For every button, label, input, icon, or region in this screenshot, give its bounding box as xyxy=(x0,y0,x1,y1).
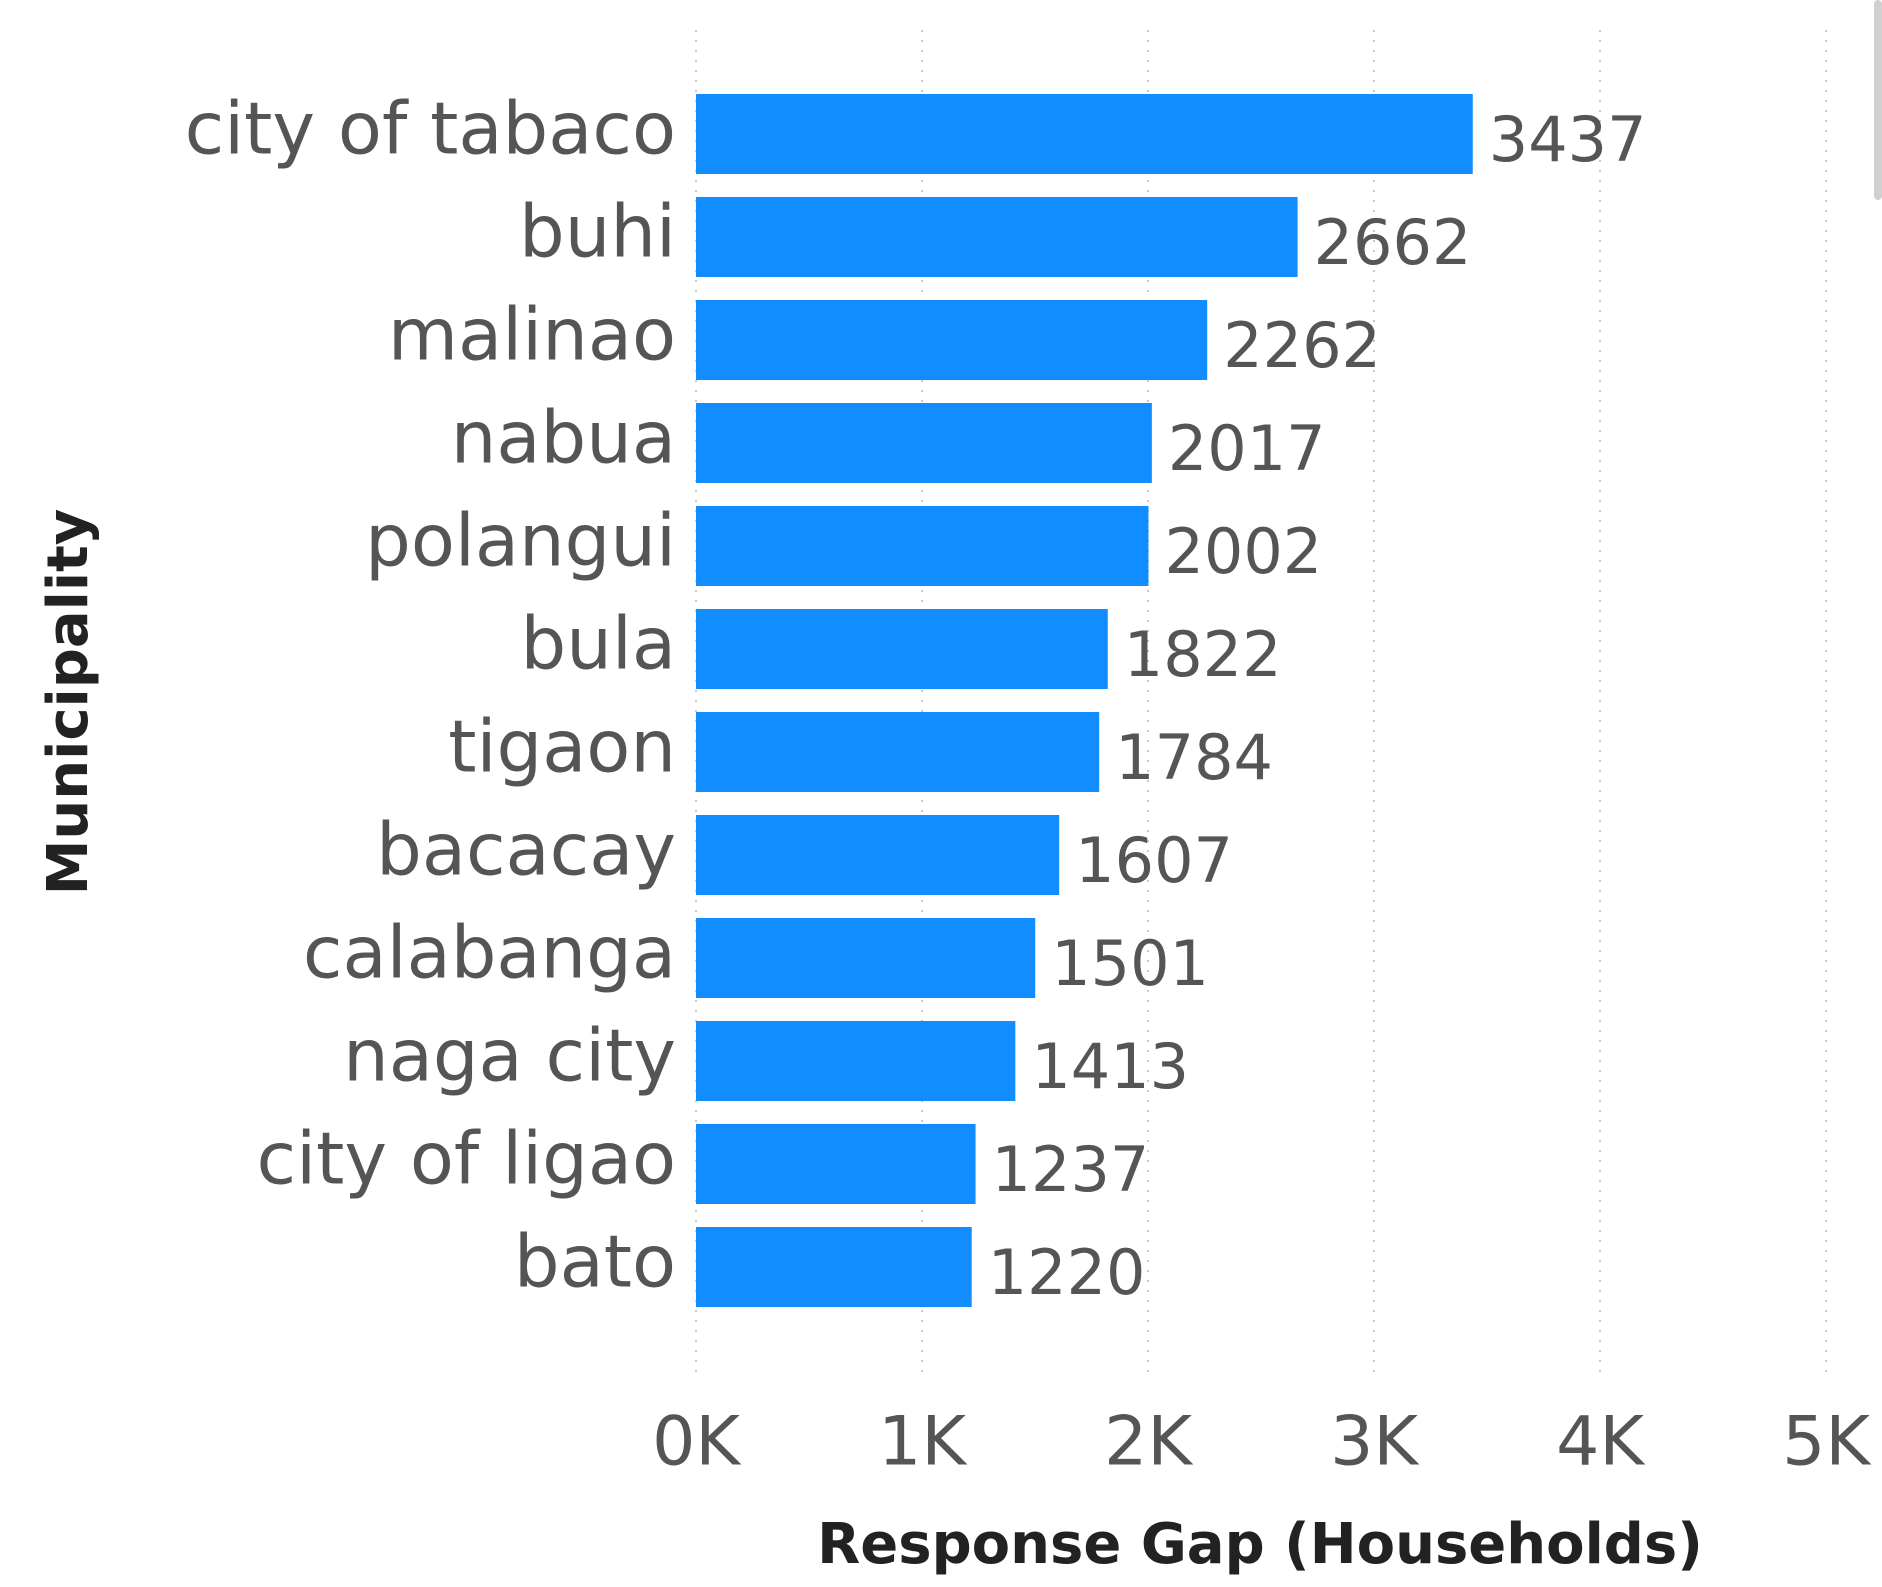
y-tick-label: malinao xyxy=(388,293,676,377)
bar xyxy=(696,94,1473,174)
bar xyxy=(696,1124,976,1204)
bar xyxy=(696,815,1060,895)
y-tick-label: polangui xyxy=(365,499,676,583)
value-label: 1784 xyxy=(1115,721,1273,794)
bar xyxy=(696,403,1152,483)
value-label: 2262 xyxy=(1223,309,1381,382)
scrollbar[interactable] xyxy=(1874,0,1882,200)
y-tick-label: naga city xyxy=(343,1014,676,1098)
x-axis-title: Response Gap (Households) xyxy=(817,1512,1703,1577)
y-tick-label: buhi xyxy=(519,190,676,274)
value-label: 2662 xyxy=(1314,206,1472,279)
y-tick-label: bato xyxy=(514,1220,676,1304)
y-axis-title: Municipality xyxy=(36,509,101,896)
x-tick-label: 4K xyxy=(1556,1403,1646,1482)
value-label: 1413 xyxy=(1031,1030,1189,1103)
value-label: 3437 xyxy=(1489,103,1647,176)
y-tick-label: bula xyxy=(521,602,676,686)
value-label: 1220 xyxy=(988,1236,1146,1309)
bar xyxy=(696,1227,972,1307)
y-tick-label: bacacay xyxy=(376,808,676,892)
y-tick-label: tigaon xyxy=(448,705,676,789)
bar xyxy=(696,712,1100,792)
bar xyxy=(696,1021,1016,1101)
x-tick-label: 1K xyxy=(878,1403,968,1482)
bar xyxy=(696,506,1149,586)
x-tick-label: 5K xyxy=(1782,1403,1872,1482)
y-tick-label: city of tabaco xyxy=(185,87,676,171)
x-tick-label: 2K xyxy=(1104,1403,1194,1482)
bar xyxy=(696,300,1208,380)
y-tick-label: calabanga xyxy=(303,911,676,995)
value-label: 1822 xyxy=(1124,618,1282,691)
value-label: 2017 xyxy=(1168,412,1326,485)
y-tick-label: nabua xyxy=(451,396,676,480)
bar xyxy=(696,609,1108,689)
x-tick-label: 0K xyxy=(652,1403,742,1482)
value-label: 1607 xyxy=(1075,824,1233,897)
x-tick-label: 3K xyxy=(1330,1403,1420,1482)
value-label: 1237 xyxy=(992,1133,1150,1206)
bar xyxy=(696,197,1298,277)
bar xyxy=(696,918,1036,998)
y-tick-label: city of ligao xyxy=(257,1117,676,1201)
value-label: 2002 xyxy=(1164,515,1322,588)
value-label: 1501 xyxy=(1051,927,1209,1000)
